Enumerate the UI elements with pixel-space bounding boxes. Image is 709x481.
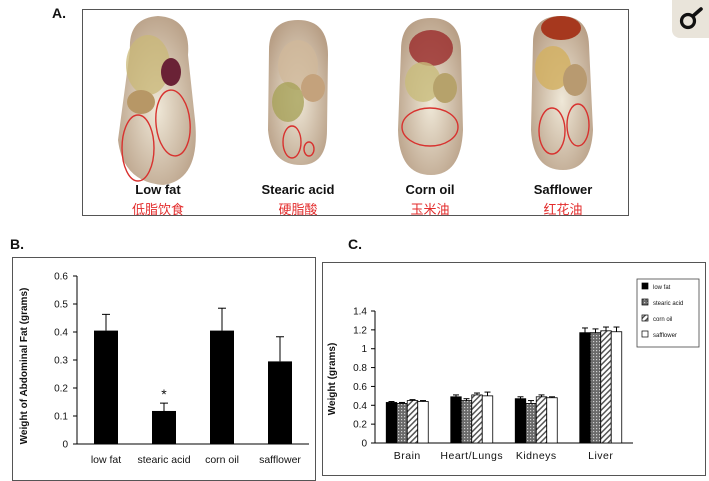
mouse-caption-en: Stearic acid <box>261 182 335 197</box>
y-tick-label: 0.2 <box>353 420 367 431</box>
bar <box>546 397 558 444</box>
bar <box>589 332 602 444</box>
bar <box>94 330 118 444</box>
panel-a-frame: Low fat 低脂饮食 Stearic acid 硬脂酸 Corn oil 玉… <box>82 9 629 218</box>
panel-label-a: A. <box>52 5 66 21</box>
panel-b-frame: Weight of Abdominal Fat (grams) 0 0.1 0.2 0… <box>12 257 316 481</box>
bar <box>152 410 176 444</box>
legend-swatch <box>641 314 649 322</box>
mouse-safflower-image <box>531 16 593 170</box>
y-axis-label: Weight of Abdominal Fat (grams) <box>19 288 30 445</box>
y-tick-label: 1.4 <box>353 307 367 318</box>
y-tick-label: 0 <box>361 439 367 450</box>
mouse-caption-zh: 玉米油 <box>410 203 450 218</box>
mouse-caption-stearic-acid: Stearic acid 硬脂酸 <box>243 182 353 218</box>
bar <box>385 402 398 444</box>
legend-swatch <box>641 282 649 290</box>
mouse-caption-en: Safflower <box>533 182 593 197</box>
y-tick-label: 0.4 <box>353 401 367 412</box>
mouse-caption-en: Low fat <box>135 182 181 197</box>
x-tick-label: Liver <box>588 450 613 462</box>
panel-label-b: B. <box>10 236 24 252</box>
bar <box>481 395 494 444</box>
bar <box>417 401 429 444</box>
y-tick-label: 0.4 <box>54 328 68 339</box>
bar <box>268 361 292 444</box>
mouse-caption-low-fat: Low fat 低脂饮食 <box>108 182 208 218</box>
abdominal-fat-chart: Weight of Abdominal Fat (grams) 0 0.1 0.2 0… <box>19 272 309 466</box>
x-tick-label: stearic acid <box>137 454 190 466</box>
legend-label: low fat <box>653 285 671 291</box>
mouse-caption-safflower: Safflower 红花油 <box>513 182 613 218</box>
mouse-caption-en: Corn oil <box>405 182 455 197</box>
bar <box>210 330 234 444</box>
y-axis-label: Weight (grams) <box>327 343 338 416</box>
panel-c-frame: Weight (grams) 0 0.2 0.4 0.6 0.8 1 1.2 1.4 Brain… <box>322 262 706 476</box>
x-tick-label: safflower <box>259 454 301 466</box>
y-tick-label: 0.6 <box>353 382 367 393</box>
mouse-photos <box>118 16 593 185</box>
mouse-low-fat-image <box>118 16 196 185</box>
mouse-corn-oil-image <box>398 18 463 175</box>
mouse-caption-zh: 硬脂酸 <box>278 203 318 218</box>
y-tick-label: 0 <box>62 440 68 451</box>
bar <box>396 402 408 444</box>
y-tick-label: 1 <box>361 344 367 355</box>
bar <box>525 402 537 444</box>
mouse-stearic-acid-image <box>268 20 328 165</box>
bar <box>450 396 462 444</box>
legend-swatch <box>641 298 649 306</box>
legend-label: safflower <box>653 333 677 339</box>
legend-label: corn oil <box>653 317 672 323</box>
bar <box>610 331 623 444</box>
bar <box>460 400 473 444</box>
mouse-caption-zh: 红花油 <box>543 203 583 218</box>
legend-swatch <box>641 330 649 338</box>
x-tick-label: Kidneys <box>516 450 557 462</box>
mouse-caption-corn-oil: Corn oil 玉米油 <box>380 182 480 218</box>
bar <box>471 394 483 444</box>
legend-label: stearic acid <box>653 301 683 307</box>
y-tick-label: 1.2 <box>353 325 367 336</box>
organ-weight-chart: Weight (grams) 0 0.2 0.4 0.6 0.8 1 1.2 1.4 Brain… <box>327 278 700 462</box>
x-tick-label: corn oil <box>205 454 239 466</box>
panel-label-c: C. <box>348 236 362 252</box>
y-tick-label: 0.8 <box>353 363 367 374</box>
legend: low fat stearic acid corn oil safflower <box>636 278 700 348</box>
search-icon <box>679 7 703 30</box>
y-tick-label: 0.6 <box>54 272 68 283</box>
bar <box>514 398 527 444</box>
y-tick-label: 0.3 <box>54 356 68 367</box>
x-tick-label: Heart/Lungs <box>440 450 503 462</box>
x-tick-label: low fat <box>91 454 121 466</box>
y-tick-label: 0.5 <box>54 300 68 311</box>
search-button[interactable] <box>672 0 709 38</box>
y-tick-label: 0.2 <box>54 384 68 395</box>
bar <box>600 330 612 444</box>
mouse-caption-zh: 低脂饮食 <box>131 203 184 218</box>
x-tick-label: Brain <box>394 450 421 462</box>
bar <box>406 400 419 444</box>
bar <box>579 332 591 444</box>
y-tick-label: 0.1 <box>54 412 68 423</box>
significance-annotation: * <box>161 386 167 402</box>
bar <box>535 396 548 444</box>
